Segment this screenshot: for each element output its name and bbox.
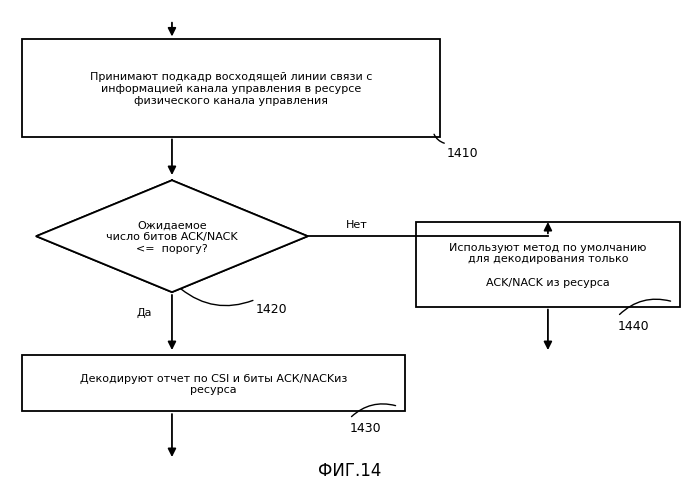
Text: ФИГ.14: ФИГ.14 xyxy=(318,461,381,479)
Text: Принимают подкадр восходящей линии связи с
информацией канала управления в ресур: Принимают подкадр восходящей линии связи… xyxy=(90,72,373,105)
Text: Декодируют отчет по CSI и биты АСК/NACKиз
ресурса: Декодируют отчет по CSI и биты АСК/NACKи… xyxy=(80,373,347,394)
Text: 1440: 1440 xyxy=(617,319,649,332)
Text: 1430: 1430 xyxy=(350,421,381,434)
Text: Нет: Нет xyxy=(345,220,368,229)
Text: 1420: 1420 xyxy=(256,302,287,315)
Text: Используют метод по умолчанию
для декодирования только

ACK/NACK из ресурса: Используют метод по умолчанию для декоди… xyxy=(449,242,647,287)
Text: Ожидаемое
число битов ACK/NACK
<=  порогу?: Ожидаемое число битов ACK/NACK <= порогу… xyxy=(106,220,238,253)
FancyBboxPatch shape xyxy=(416,222,680,307)
FancyBboxPatch shape xyxy=(22,40,440,137)
Text: 1410: 1410 xyxy=(447,147,479,160)
Text: Да: Да xyxy=(136,307,152,317)
Polygon shape xyxy=(36,181,308,292)
FancyBboxPatch shape xyxy=(22,356,405,411)
